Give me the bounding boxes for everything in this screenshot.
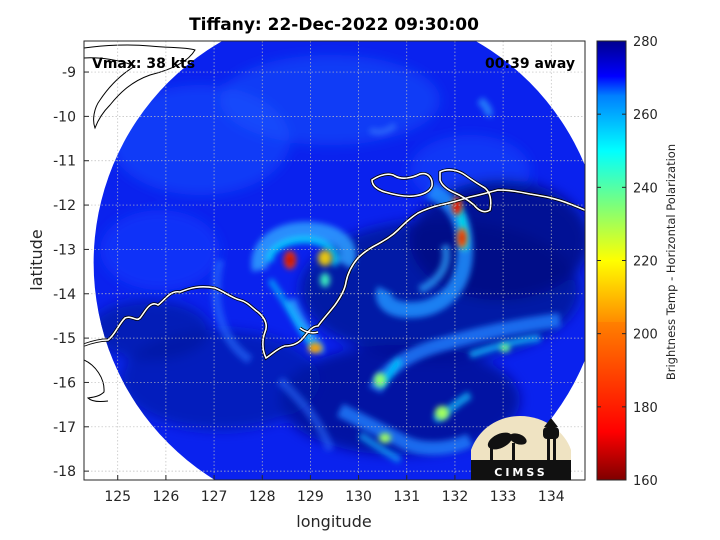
colorbar-tick-label: 220 [633,255,658,270]
x-axis: 125 126 127 128 129 130 131 132 133 134 [104,475,565,505]
colorbar-tick-label: 280 [633,35,658,50]
y-tick-label: -17 [53,420,76,436]
x-tick-label: 125 [104,489,131,505]
y-tick-label: -9 [62,65,76,81]
x-tick-label: 131 [393,489,420,505]
cimss-logo: CIMSS [471,416,571,480]
y-tick-label: -15 [53,331,76,347]
chart-title: Tiffany: 22-Dec-2022 09:30:00 [189,15,479,35]
colorbar-tick-label: 160 [633,474,658,489]
y-tick-label: -14 [53,287,76,303]
x-axis-label: longitude [296,512,371,531]
y-axis: -9 -10 -11 -12 -13 -14 -15 -16 -17 -18 [53,65,89,480]
vmax-label: Vmax: 38 kts [92,56,195,72]
x-tick-label: 126 [153,489,180,505]
plot-content [84,41,585,480]
y-tick-label: -18 [53,464,76,480]
y-axis-label: latitude [27,229,46,290]
y-tick-label: -11 [53,154,76,170]
x-tick-label: 132 [442,489,469,505]
y-tick-label: -12 [53,198,76,214]
colorbar-tick-label: 260 [633,108,658,123]
colorbar-gradient [596,40,627,481]
x-tick-label: 127 [201,489,228,505]
colorbar-ticks: 280 260 240 220 200 180 160 [597,35,658,489]
plot-border [83,40,586,481]
x-tick-label: 133 [490,489,517,505]
colorbar-tick-label: 200 [633,328,658,343]
y-tick-label: -13 [53,242,76,258]
colorbar-tick-label: 240 [633,181,658,196]
y-tick-label: -10 [53,109,76,125]
logo-text: CIMSS [494,466,547,479]
x-tick-label: 134 [538,489,565,505]
x-tick-label: 130 [345,489,372,505]
colorbar-tick-label: 180 [633,401,658,416]
x-tick-label: 128 [249,489,276,505]
y-tick-label: -16 [53,375,76,391]
colorbar: 280 260 240 220 200 180 160 Brightness Temp - … [596,35,678,489]
colorbar-label: Brightness Temp - Horizontal Polarizatio… [664,144,678,380]
x-tick-label: 129 [297,489,324,505]
time-away-label: 00:39 away [485,56,575,72]
